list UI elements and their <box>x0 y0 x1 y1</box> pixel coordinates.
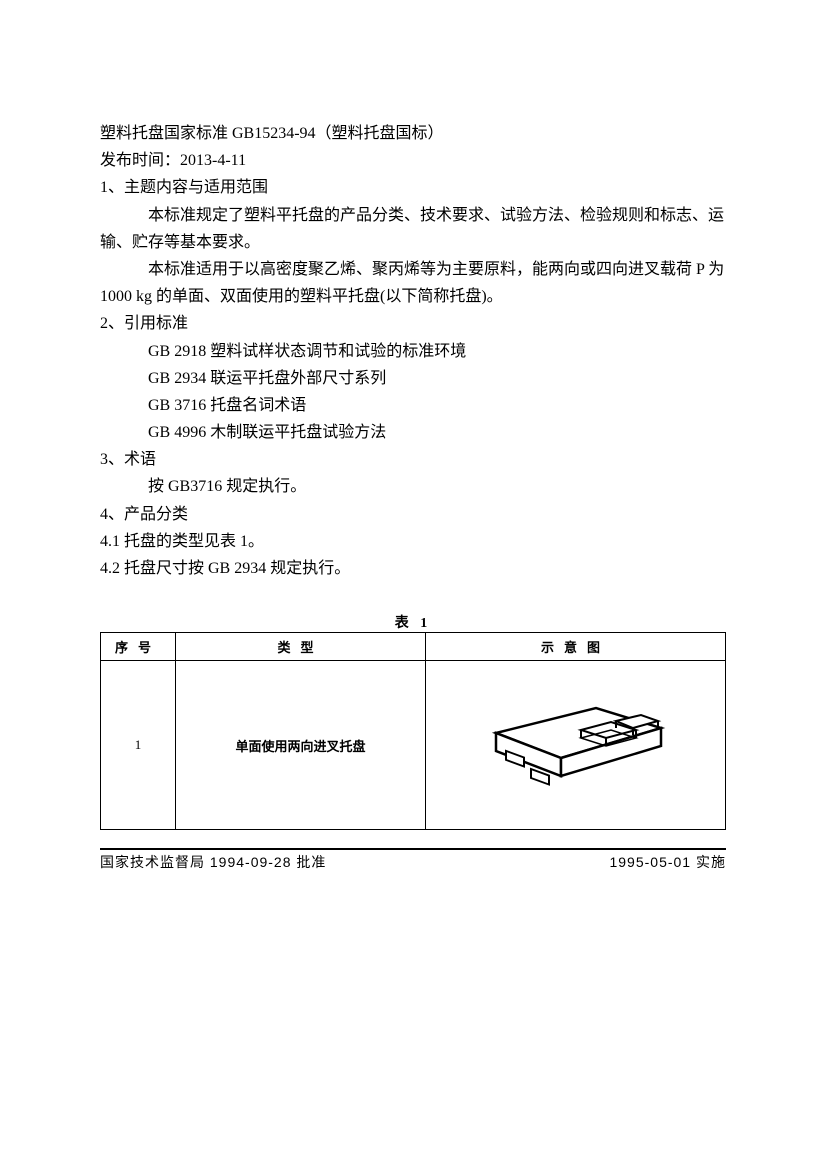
doc-title: 塑料托盘国家标准 GB15234-94（塑料托盘国标） <box>100 120 726 147</box>
section-4-2: 4.2 托盘尺寸按 GB 2934 规定执行。 <box>100 555 726 582</box>
table-row: 1 单面使用两向进叉托盘 <box>101 661 726 830</box>
section-2-item-3: GB 3716 托盘名词术语 <box>100 392 726 419</box>
row-type: 单面使用两向进叉托盘 <box>176 661 426 830</box>
col-diagram: 示意图 <box>426 633 726 661</box>
publish-date: 发布时间：2013-4-11 <box>100 147 726 174</box>
table-header-row: 序号 类型 示意图 <box>101 633 726 661</box>
section-2-title: 2、引用标准 <box>100 310 726 337</box>
col-seq: 序号 <box>101 633 176 661</box>
section-2-item-4: GB 4996 木制联运平托盘试验方法 <box>100 419 726 446</box>
row-diagram <box>426 661 726 830</box>
row-seq: 1 <box>101 661 176 830</box>
section-3-title: 3、术语 <box>100 446 726 473</box>
section-1-title: 1、主题内容与适用范围 <box>100 174 726 201</box>
footer-approval: 国家技术监督局 1994-09-28 批准 <box>100 852 326 872</box>
table-1-title: 表 1 <box>100 612 726 632</box>
footer-effective: 1995-05-01 实施 <box>609 852 726 872</box>
section-1-paragraph-1: 本标准规定了塑料平托盘的产品分类、技术要求、试验方法、检验规则和标志、运输、贮存… <box>100 202 726 256</box>
footer-bar: 国家技术监督局 1994-09-28 批准 1995-05-01 实施 <box>100 848 726 872</box>
pallet-icon <box>476 688 676 798</box>
section-4-title: 4、产品分类 <box>100 501 726 528</box>
section-2-item-2: GB 2934 联运平托盘外部尺寸系列 <box>100 365 726 392</box>
section-4-1: 4.1 托盘的类型见表 1。 <box>100 528 726 555</box>
col-type: 类型 <box>176 633 426 661</box>
section-3-paragraph-1: 按 GB3716 规定执行。 <box>100 473 726 500</box>
section-2-item-1: GB 2918 塑料试样状态调节和试验的标准环境 <box>100 338 726 365</box>
section-1-paragraph-2: 本标准适用于以高密度聚乙烯、聚丙烯等为主要原料，能两向或四向进叉载荷 P 为 1… <box>100 256 726 310</box>
table-1: 序号 类型 示意图 1 单面使用两向进叉托盘 <box>100 632 726 830</box>
